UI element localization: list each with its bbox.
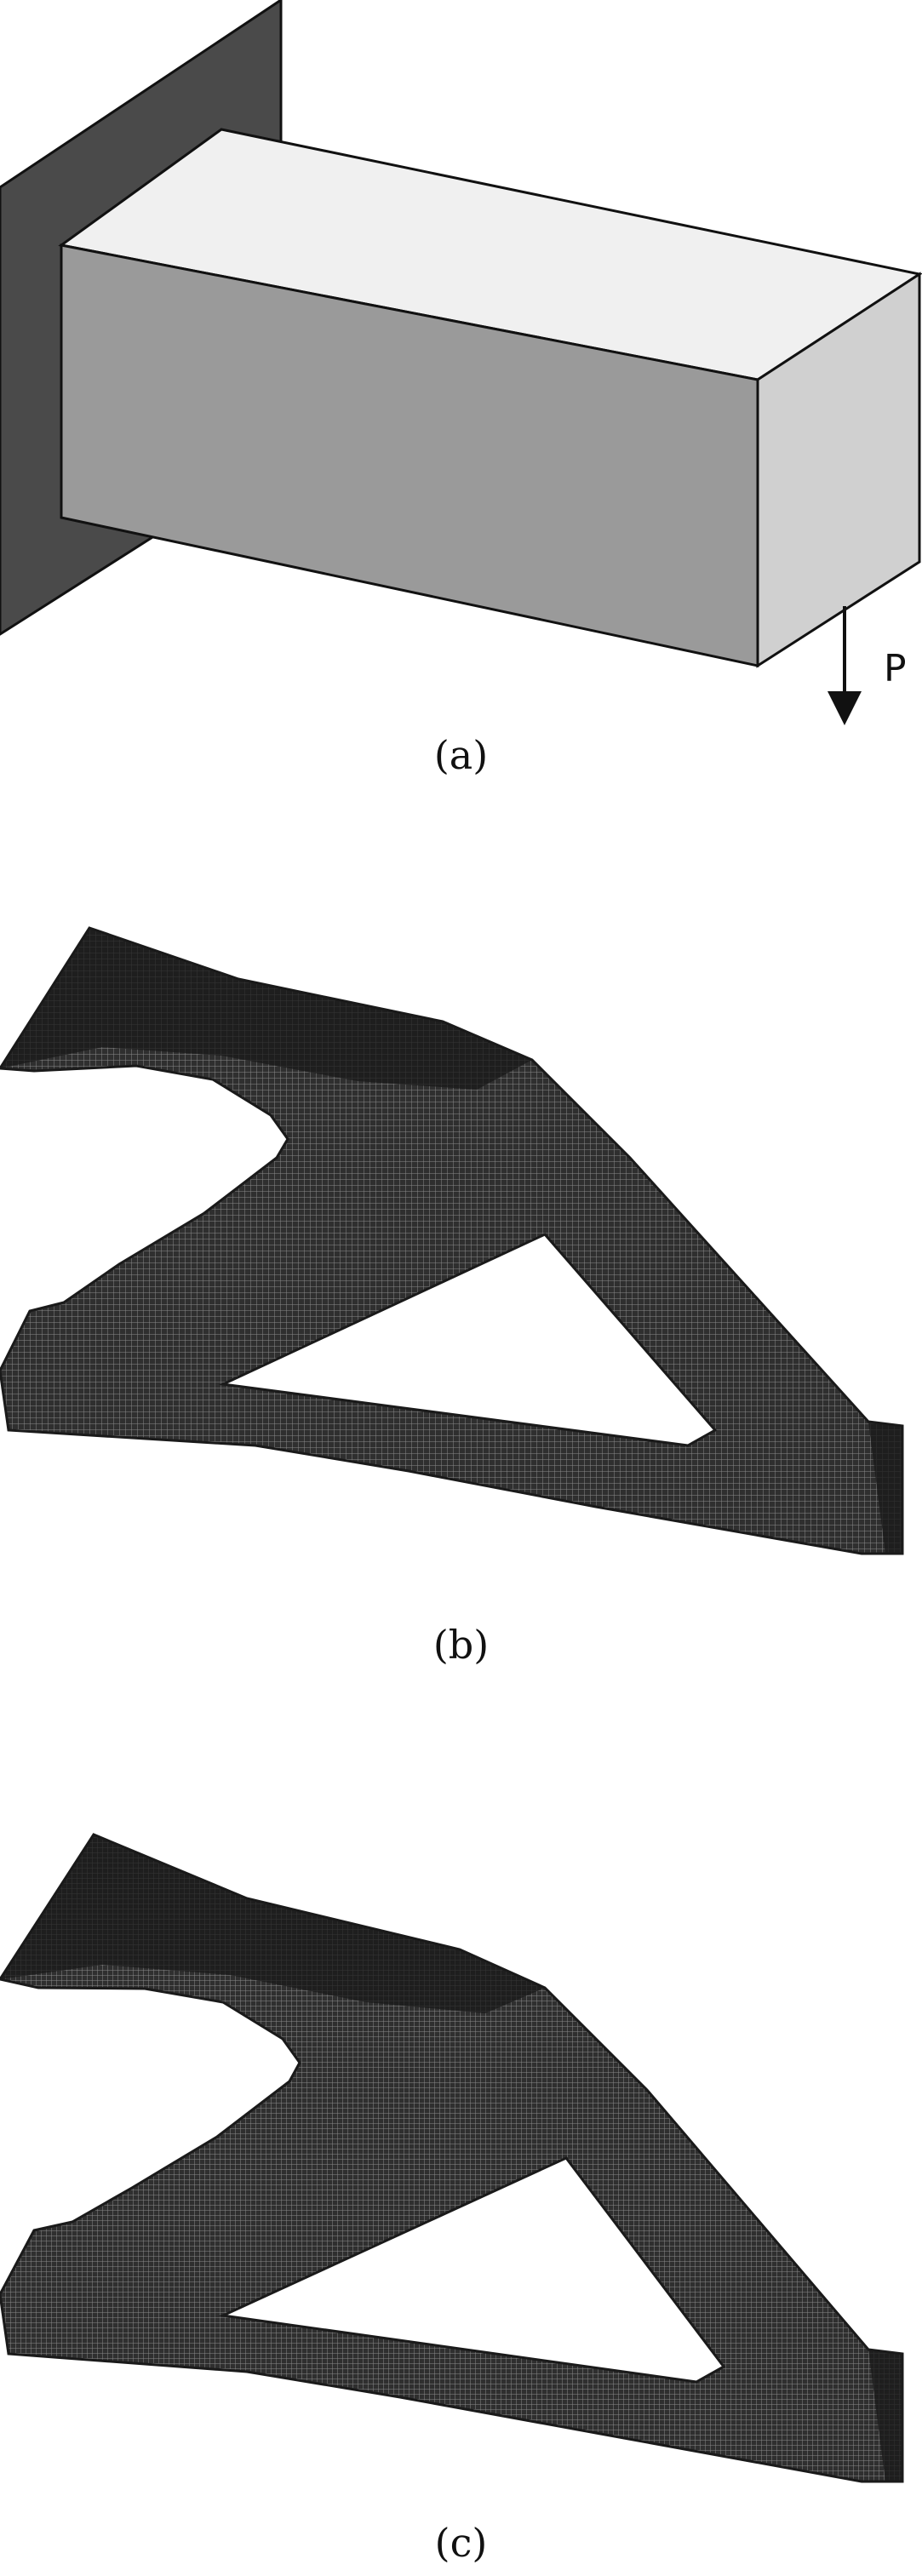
panel-c-topology-result: [0, 1822, 922, 2494]
topology-b-diagram: [0, 926, 904, 1555]
panel-b-topology-result: [0, 911, 922, 1575]
top-shadow-c: [0, 1835, 545, 2013]
topology-structure-c: [0, 1833, 904, 2483]
beam-end-face: [756, 272, 921, 668]
load-arrow-head: [828, 691, 862, 725]
panel-a-cantilever-beam: P: [0, 0, 922, 766]
caption-c: (c): [434, 2520, 488, 2566]
top-shadow-b: [0, 928, 532, 1090]
load-label: P: [884, 647, 907, 690]
topology-structure-b: [0, 926, 904, 1555]
topology-c-diagram: [0, 1833, 904, 2483]
end-cap-b: [868, 1422, 902, 1554]
end-cap-c: [868, 2350, 902, 2482]
caption-b: (b): [432, 1622, 490, 1668]
caption-a: (a): [433, 732, 489, 778]
beam-diagram: P: [0, 0, 922, 725]
